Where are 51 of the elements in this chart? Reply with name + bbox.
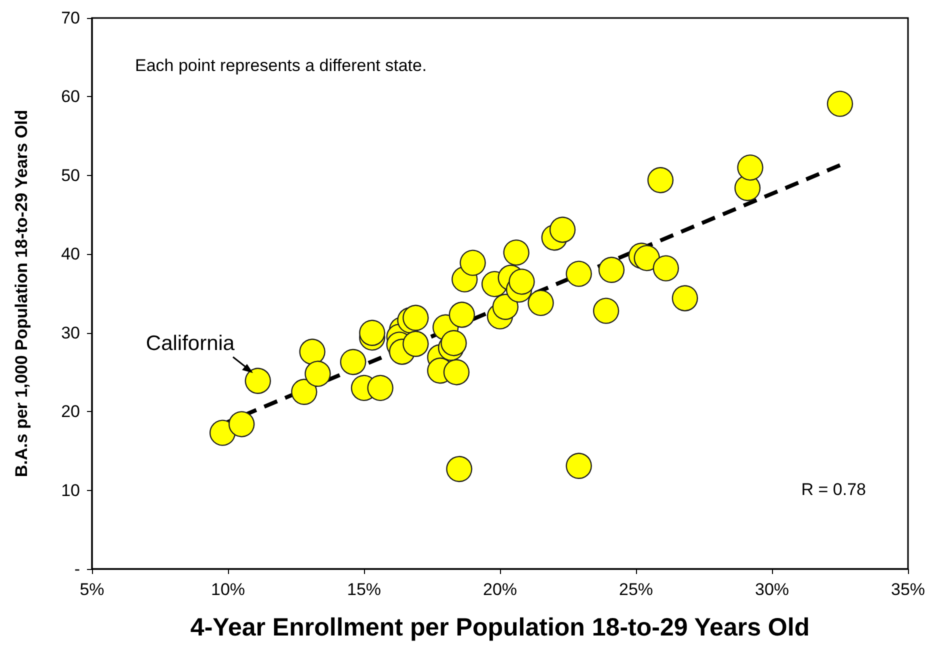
point <box>446 456 472 482</box>
point <box>340 348 366 376</box>
point <box>549 216 576 243</box>
annotation: R = 0.78 <box>801 480 866 500</box>
y-tick-label: 10 <box>61 480 80 500</box>
point <box>359 320 386 346</box>
point <box>440 330 467 356</box>
point <box>647 167 674 194</box>
y-axis-title: B.A.s per 1,000 Population 18-to-29 Years Old <box>12 110 31 478</box>
point <box>634 244 660 272</box>
point <box>448 302 476 328</box>
x-tick-label: 30% <box>754 580 790 599</box>
point <box>367 374 394 402</box>
y-tick-label: 60 <box>61 87 80 106</box>
point <box>737 154 764 181</box>
point <box>244 368 272 394</box>
y-tick-label: 20 <box>61 402 80 422</box>
x-tick-label: 15% <box>346 580 382 599</box>
point <box>304 360 331 387</box>
annotation: Each point represents a different state. <box>135 56 427 76</box>
point <box>508 268 535 295</box>
y-tick-label: 70 <box>61 8 80 28</box>
point <box>503 239 530 266</box>
point <box>598 256 625 283</box>
point <box>672 285 698 312</box>
x-tick-label: 25% <box>618 580 654 599</box>
x-tick-label: 35% <box>890 580 926 599</box>
x-tick-label: 5% <box>80 580 104 599</box>
point <box>291 378 318 405</box>
point <box>228 411 255 438</box>
y-tick-label: 30 <box>61 323 80 342</box>
point <box>566 260 592 287</box>
x-tick-label: 10% <box>210 580 246 599</box>
point <box>492 294 519 320</box>
point <box>652 255 680 282</box>
point <box>299 338 326 365</box>
point <box>566 452 592 479</box>
y-tick-label: - <box>74 560 80 578</box>
point <box>443 359 470 386</box>
point <box>402 330 429 357</box>
y-tick-label: 40 <box>61 244 80 264</box>
point <box>593 298 620 324</box>
point <box>209 420 236 446</box>
point <box>528 290 554 316</box>
y-tick-label: 50 <box>61 166 80 185</box>
point <box>460 250 486 276</box>
point <box>826 90 854 117</box>
annotation: California <box>146 332 235 356</box>
x-axis-title: 4-Year Enrollment per Population 18-to-29 Years Old <box>190 614 810 642</box>
point <box>402 304 429 331</box>
x-tick-label: 20% <box>482 580 518 599</box>
